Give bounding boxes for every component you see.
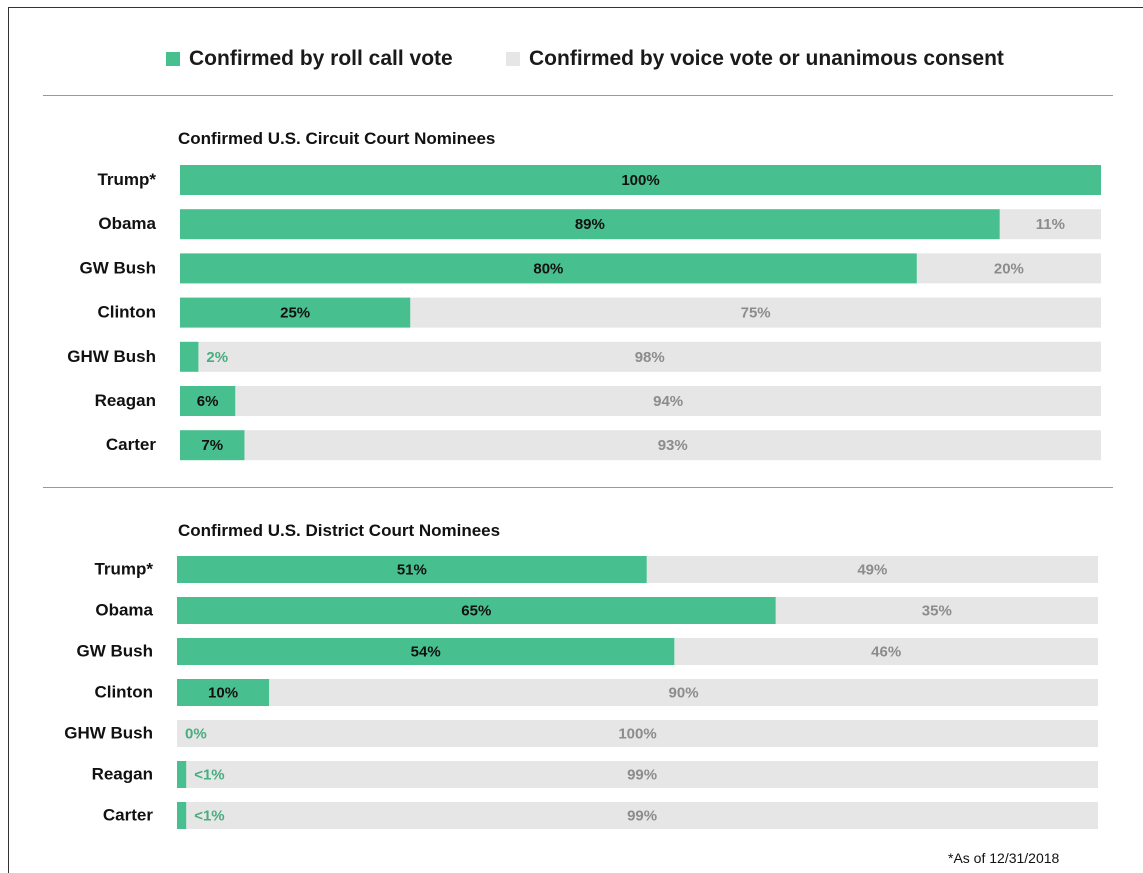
- bar-voice-vote: [186, 761, 1098, 788]
- data-label-roll-call: <1%: [194, 808, 224, 825]
- data-label-roll-call: 25%: [280, 305, 310, 322]
- data-label-voice-vote: 11%: [1036, 216, 1065, 233]
- bar-roll-call: [180, 341, 199, 372]
- chart-frame: [8, 7, 1143, 873]
- bar-voice-vote: [235, 386, 1101, 416]
- bar-voice-vote: [186, 802, 1098, 829]
- data-label-roll-call: 51%: [397, 562, 427, 579]
- panel-title-circuit: Confirmed U.S. Circuit Court Nominees: [178, 129, 496, 148]
- category-label: GHW Bush: [67, 347, 156, 366]
- data-label-roll-call: 0%: [185, 726, 207, 743]
- category-label: Obama: [95, 601, 153, 620]
- bar-roll-call: [180, 253, 917, 284]
- category-label: Clinton: [94, 683, 153, 702]
- bar-voice-vote: [646, 556, 1098, 583]
- data-label-roll-call: 54%: [411, 644, 441, 661]
- divider-top: [43, 95, 1113, 96]
- panel-title-district: Confirmed U.S. District Court Nominees: [178, 521, 501, 540]
- bar-voice-vote: [198, 341, 1102, 372]
- bar-voice-vote: [177, 720, 1098, 747]
- data-label-voice-vote: 100%: [618, 726, 656, 743]
- data-label-roll-call: 7%: [201, 437, 223, 454]
- legend-swatch-roll-call: [166, 52, 180, 66]
- data-label-roll-call: 6%: [197, 393, 219, 410]
- footnote: *As of 12/31/2018: [948, 850, 1060, 866]
- data-label-roll-call: <1%: [194, 767, 224, 784]
- category-label: GW Bush: [77, 642, 154, 661]
- data-label-voice-vote: 98%: [635, 349, 665, 366]
- bar-roll-call: [177, 638, 675, 665]
- bar-roll-call: [177, 556, 647, 583]
- data-label-roll-call: 10%: [208, 685, 238, 702]
- legend: Confirmed by roll call vote Confirmed by…: [0, 47, 1143, 71]
- data-label-roll-call: 65%: [461, 603, 491, 620]
- bar-roll-call: [180, 297, 411, 328]
- category-label: GW Bush: [80, 258, 157, 277]
- category-label: Carter: [103, 806, 153, 825]
- bar-roll-call: [180, 430, 245, 461]
- legend-swatch-voice: [506, 52, 520, 66]
- bar-roll-call: [180, 209, 1000, 240]
- data-label-roll-call: 2%: [206, 349, 228, 366]
- data-label-voice-vote: 93%: [658, 437, 688, 454]
- category-label: Reagan: [92, 765, 153, 784]
- data-label-roll-call: 100%: [621, 172, 659, 189]
- bar-roll-call: [177, 597, 776, 624]
- category-label: Clinton: [97, 303, 156, 322]
- data-label-voice-vote: 99%: [627, 808, 657, 825]
- data-label-voice-vote: 75%: [741, 305, 771, 322]
- data-label-voice-vote: 49%: [857, 562, 887, 579]
- bar-voice-vote: [410, 297, 1101, 328]
- bar-voice-vote: [775, 597, 1098, 624]
- data-label-roll-call: 80%: [533, 260, 563, 277]
- data-label-voice-vote: 20%: [994, 260, 1024, 277]
- category-label: Trump*: [97, 170, 156, 189]
- category-label: Trump*: [94, 560, 153, 579]
- data-label-voice-vote: 99%: [627, 767, 657, 784]
- category-label: Obama: [98, 214, 156, 233]
- bar-voice-vote: [244, 430, 1102, 461]
- bar-voice-vote: [916, 253, 1101, 284]
- bar-voice-vote: [269, 679, 1099, 706]
- data-label-voice-vote: 90%: [669, 685, 699, 702]
- legend-label-voice: Confirmed by voice vote or unanimous con…: [529, 47, 1004, 70]
- bar-roll-call: [177, 802, 187, 829]
- bar-roll-call: [177, 761, 187, 788]
- bar-roll-call: [177, 679, 270, 706]
- legend-label-roll-call: Confirmed by roll call vote: [189, 47, 453, 70]
- data-label-roll-call: 89%: [575, 216, 605, 233]
- category-label: Carter: [106, 435, 156, 454]
- category-label: Reagan: [95, 391, 156, 410]
- data-label-voice-vote: 35%: [922, 603, 952, 620]
- bar-voice-vote: [674, 638, 1098, 665]
- data-label-voice-vote: 46%: [871, 644, 901, 661]
- bar-voice-vote: [999, 209, 1101, 240]
- data-label-voice-vote: 94%: [653, 393, 683, 410]
- bar-roll-call: [180, 386, 236, 416]
- category-label: GHW Bush: [64, 724, 153, 743]
- divider-middle: [43, 487, 1113, 488]
- bar-roll-call: [180, 165, 1101, 195]
